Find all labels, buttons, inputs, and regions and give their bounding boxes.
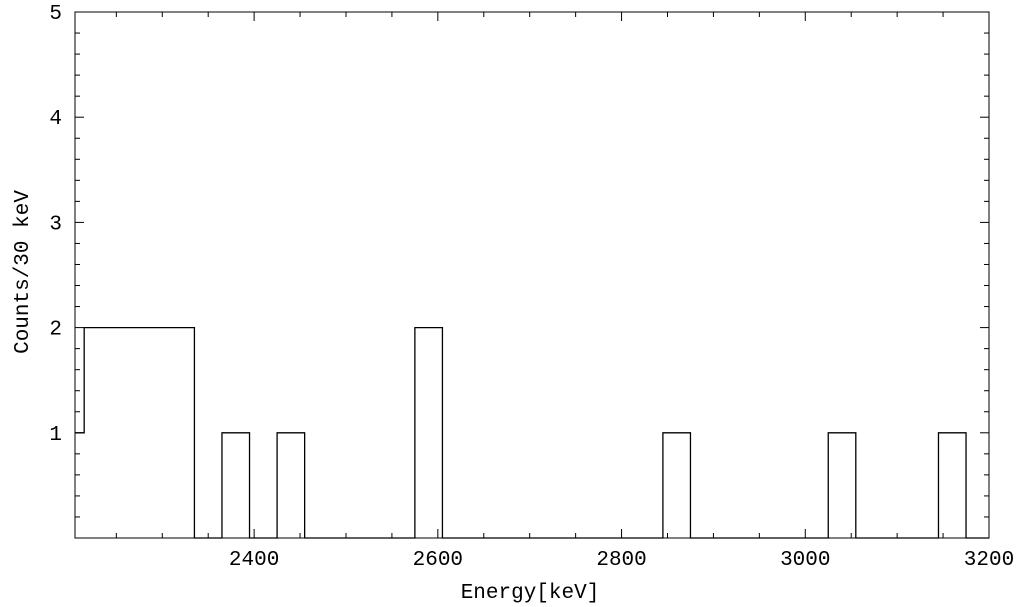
x-tick-label: 3200 (964, 549, 1014, 572)
x-tick-label: 2600 (413, 549, 463, 572)
histogram-bar-0 (75, 433, 84, 538)
y-tick-label: 2 (49, 319, 62, 342)
y-axis-label: Counts/30 keV (12, 190, 35, 354)
histogram-bar-1 (84, 328, 194, 538)
x-tick-label: 3000 (780, 549, 830, 572)
histogram-bar-9 (663, 433, 691, 538)
y-tick-label: 5 (49, 3, 62, 26)
histogram-bar-13 (938, 433, 966, 538)
histogram-outline (75, 326, 989, 539)
y-tick-label: 3 (49, 213, 62, 236)
histogram-bar-3 (222, 433, 250, 538)
x-tick-label: 2400 (229, 549, 279, 572)
histogram-bar-5 (277, 433, 305, 538)
x-tick-label: 2800 (596, 549, 646, 572)
plot-frame (74, 11, 990, 539)
histogram-bar-7 (415, 328, 443, 538)
y-tick-label: 4 (49, 108, 62, 131)
tick-marks (75, 11, 990, 538)
x-tick-labels: 2400 2600 2800 3000 3200 (229, 549, 1014, 572)
x-axis-label: Energy[keV] (461, 582, 600, 605)
histogram-bar-11 (828, 433, 856, 538)
y-tick-labels: 1 2 3 4 5 (49, 3, 62, 447)
y-tick-label: 1 (49, 424, 62, 447)
